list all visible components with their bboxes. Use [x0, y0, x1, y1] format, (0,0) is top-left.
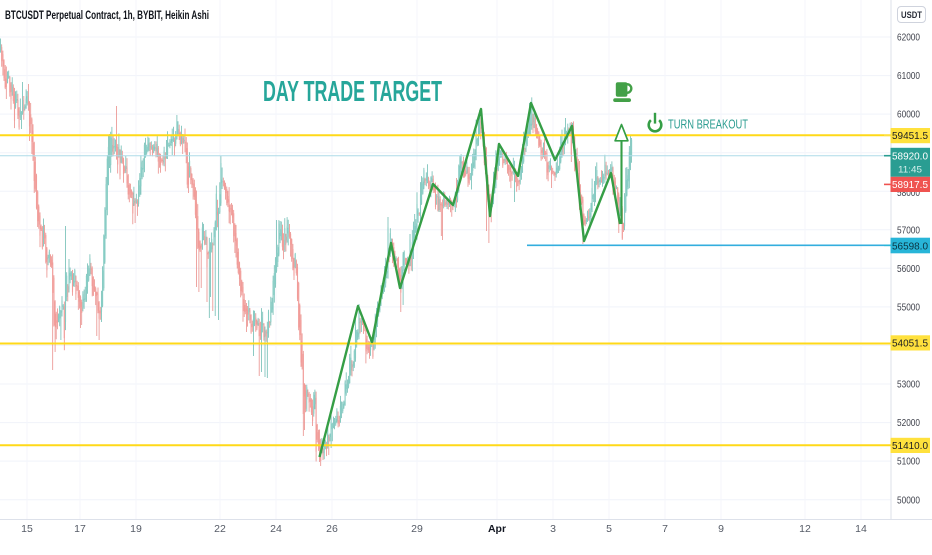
svg-text:57000: 57000	[897, 224, 920, 236]
svg-text:USDT: USDT	[901, 10, 922, 21]
svg-text:19: 19	[130, 523, 142, 535]
svg-text:DAY TRADE TARGET: DAY TRADE TARGET	[263, 76, 442, 108]
svg-text:58920.0: 58920.0	[892, 150, 928, 162]
svg-text:62000: 62000	[897, 32, 920, 44]
svg-text:24: 24	[270, 523, 282, 535]
svg-text:Apr: Apr	[488, 523, 506, 535]
svg-text:3: 3	[550, 523, 556, 535]
svg-text:51000: 51000	[897, 456, 920, 468]
svg-text:26: 26	[326, 523, 338, 535]
svg-text:58917.5: 58917.5	[892, 179, 928, 191]
svg-text:14: 14	[855, 523, 867, 535]
svg-text:61000: 61000	[897, 70, 920, 82]
svg-text:29: 29	[411, 523, 423, 535]
svg-text:15: 15	[21, 523, 33, 535]
svg-text:9: 9	[718, 523, 724, 535]
svg-text:56598.0: 56598.0	[892, 240, 928, 252]
svg-text:50000: 50000	[897, 494, 920, 506]
svg-text:52000: 52000	[897, 417, 920, 429]
svg-text:51410.0: 51410.0	[892, 440, 928, 452]
svg-text:7: 7	[662, 523, 668, 535]
svg-text:54051.5: 54051.5	[892, 338, 928, 350]
svg-text:60000: 60000	[897, 109, 920, 121]
svg-text:TURN BREAKOUT: TURN BREAKOUT	[668, 116, 748, 131]
svg-text:17: 17	[74, 523, 86, 535]
svg-text:56000: 56000	[897, 263, 920, 275]
svg-text:BTCUSDT Perpetual Contract, 1h: BTCUSDT Perpetual Contract, 1h, BYBIT, H…	[5, 10, 209, 22]
svg-text:53000: 53000	[897, 379, 920, 391]
svg-text:59451.5: 59451.5	[892, 130, 928, 142]
svg-text:12: 12	[799, 523, 811, 535]
svg-text:11:45: 11:45	[898, 164, 922, 175]
svg-text:22: 22	[214, 523, 226, 535]
svg-text:55000: 55000	[897, 302, 920, 314]
svg-text:5: 5	[606, 523, 612, 535]
